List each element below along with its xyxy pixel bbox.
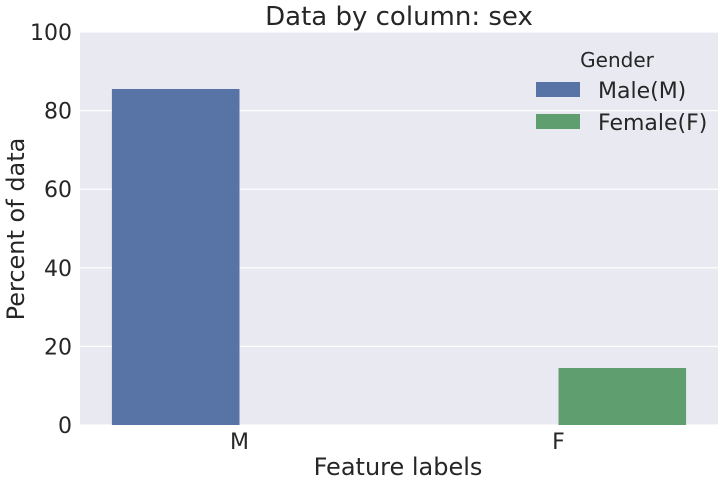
legend-swatch-female xyxy=(536,114,580,129)
y-tick-label: 60 xyxy=(44,178,72,203)
chart-title: Data by column: sex xyxy=(265,2,533,32)
y-tick-label: 20 xyxy=(44,335,72,360)
y-tick-label: 40 xyxy=(44,257,72,282)
y-axis-ticks: 0 20 40 60 80 100 xyxy=(30,21,72,439)
legend-swatch-male xyxy=(536,82,580,97)
bar-male-m xyxy=(111,88,240,426)
y-tick-label: 80 xyxy=(44,100,72,125)
x-tick-label: M xyxy=(230,430,249,455)
x-axis-label: Feature labels xyxy=(314,453,483,481)
bars xyxy=(111,88,687,426)
legend: Gender Male(M) Female(F) xyxy=(536,48,707,136)
legend-title: Gender xyxy=(580,48,654,72)
bar-female-f xyxy=(558,368,687,425)
y-tick-label: 0 xyxy=(58,414,72,439)
y-axis-label: Percent of data xyxy=(2,138,30,321)
legend-label-female: Female(F) xyxy=(598,111,707,136)
x-tick-label: F xyxy=(552,430,565,455)
y-tick-label: 100 xyxy=(30,21,72,46)
legend-label-male: Male(M) xyxy=(598,79,686,104)
